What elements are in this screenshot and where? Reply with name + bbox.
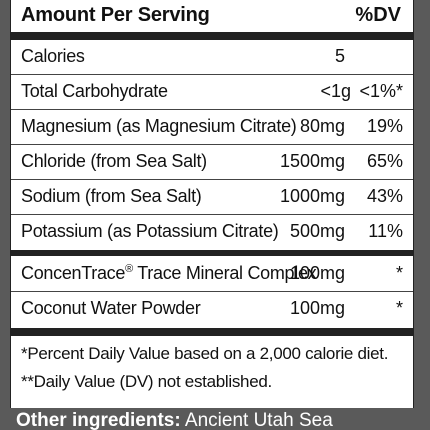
section-divider: [11, 250, 413, 256]
header-divider: [11, 32, 413, 40]
nutrient-name: Potassium (as Potassium Citrate): [21, 221, 279, 241]
nutrient-amount: 5: [334, 46, 345, 66]
concentrace-brand: ConcenTrace: [21, 263, 126, 283]
nutrient-amount: 100mg: [289, 263, 345, 283]
amount-per-serving-heading: Amount Per Serving: [21, 4, 210, 26]
nutrient-row-calories: Calories 5: [11, 40, 413, 74]
header-row: Amount Per Serving %DV: [11, 0, 413, 34]
nutrient-row-total-carbohydrate: Total Carbohydrate <1g <1%*: [11, 75, 413, 109]
nutrient-name: Calories: [21, 46, 85, 66]
nutrient-row-potassium: Potassium (as Potassium Citrate) 500mg 1…: [11, 215, 413, 249]
nutrient-amount: 1500mg: [279, 151, 345, 171]
nutrient-name: ConcenTrace® Trace Mineral Complex: [21, 263, 317, 284]
other-ingredients-label: Other ingredients:: [16, 410, 181, 430]
nutrient-amount: <1g: [320, 81, 351, 101]
footnote-percent-daily-value: *Percent Daily Value based on a 2,000 ca…: [21, 344, 389, 363]
nutrient-name: Magnesium (as Magnesium Citrate): [21, 116, 297, 136]
nutrient-name: Sodium (from Sea Salt): [21, 186, 202, 206]
row-divider: [11, 214, 413, 215]
dv-heading: %DV: [355, 4, 401, 26]
footer-divider: [11, 328, 413, 336]
nutrient-dv: <1%*: [359, 81, 403, 101]
nutrient-amount: 500mg: [289, 221, 345, 241]
row-divider: [11, 291, 413, 292]
row-divider: [11, 74, 413, 75]
nutrient-amount: 100mg: [289, 298, 345, 318]
nutrient-amount: 1000mg: [279, 186, 345, 206]
nutrient-dv: 43%: [366, 186, 403, 206]
other-ingredients: Other ingredients: Ancient Utah Sea: [16, 410, 333, 430]
footnote-daily-value-not-established: **Daily Value (DV) not established.: [21, 372, 272, 391]
nutrient-row-chloride: Chloride (from Sea Salt) 1500mg 65%: [11, 145, 413, 179]
concentrace-name-rest: Trace Mineral Complex: [132, 263, 317, 283]
nutrient-row-magnesium: Magnesium (as Magnesium Citrate) 80mg 19…: [11, 110, 413, 144]
nutrient-dv: 19%: [366, 116, 403, 136]
registered-trademark-symbol: ®: [125, 263, 133, 275]
nutrition-panel: Amount Per Serving %DV Calories 5 Total …: [10, 0, 414, 408]
nutrient-row-concentrace: ConcenTrace® Trace Mineral Complex 100mg…: [11, 257, 413, 291]
nutrient-name: Total Carbohydrate: [21, 81, 168, 101]
row-divider: [11, 109, 413, 110]
nutrient-row-coconut-water-powder: Coconut Water Powder 100mg *: [11, 292, 413, 326]
nutrient-dv: 11%: [368, 221, 403, 241]
row-divider: [11, 144, 413, 145]
nutrient-dv: *: [395, 263, 403, 283]
other-ingredients-text: Ancient Utah Sea: [180, 410, 333, 430]
nutrient-amount: 80mg: [299, 116, 345, 136]
row-divider: [11, 179, 413, 180]
nutrient-dv: *: [395, 298, 403, 318]
nutrient-name: Coconut Water Powder: [21, 298, 201, 318]
nutrient-name: Chloride (from Sea Salt): [21, 151, 207, 171]
nutrient-row-sodium: Sodium (from Sea Salt) 1000mg 43%: [11, 180, 413, 214]
nutrient-dv: 65%: [366, 151, 403, 171]
